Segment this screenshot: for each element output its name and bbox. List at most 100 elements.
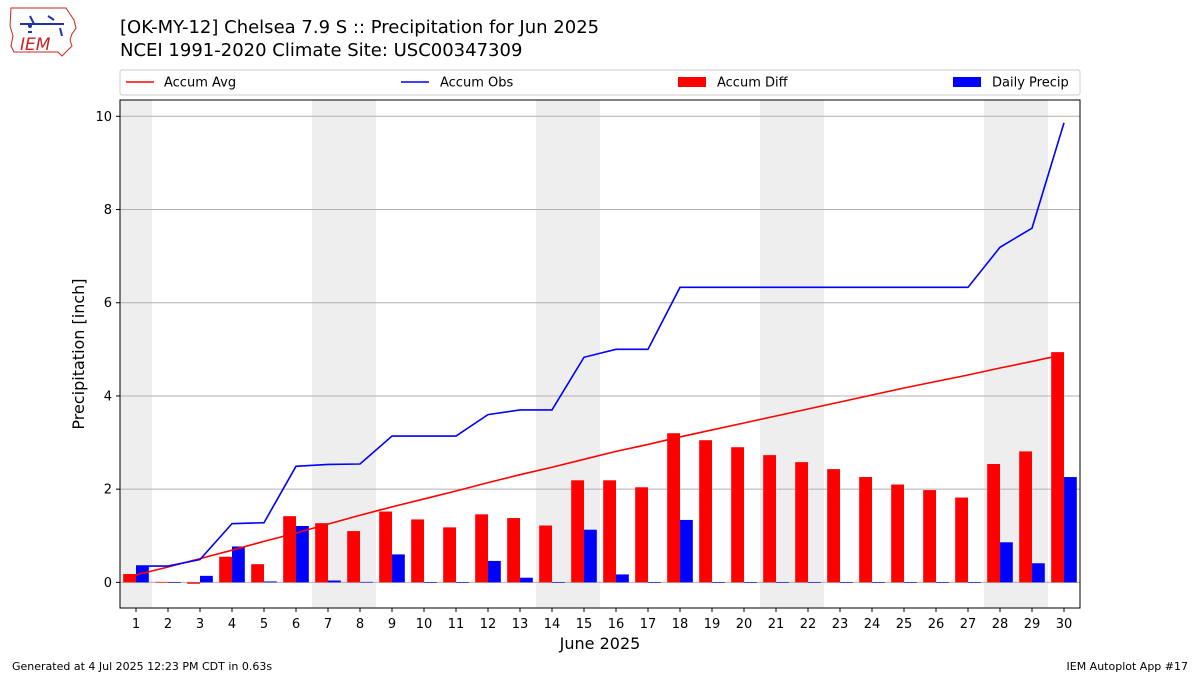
accum-diff-bar (635, 487, 648, 583)
x-tick-label: 1 (132, 617, 140, 632)
daily-precip-bar (712, 582, 725, 583)
plot-frame (119, 99, 1081, 609)
x-tick-label: 18 (672, 617, 689, 632)
daily-precip-bar (936, 582, 949, 583)
accum-diff-bar (859, 477, 872, 583)
accum-diff-bar (187, 582, 200, 584)
bar-series (123, 352, 1077, 584)
x-tick-label: 3 (196, 617, 204, 632)
x-tick-label: 17 (640, 617, 657, 632)
x-tick-label: 14 (544, 617, 561, 632)
daily-precip-bar (424, 582, 437, 583)
daily-precip-bar (776, 582, 789, 583)
accum-diff-bar (699, 440, 712, 583)
y-tick-label: 0 (104, 576, 112, 591)
daily-precip-bar (360, 581, 373, 583)
x-tick-label: 20 (736, 617, 753, 632)
x-tick-label: 19 (704, 617, 721, 632)
accum-diff-bar (731, 447, 744, 583)
x-tick-label: 4 (228, 617, 236, 632)
accum-diff-bar (411, 519, 424, 583)
daily-precip-bar (840, 582, 853, 583)
y-tick-label: 4 (104, 389, 112, 404)
daily-precip-bar (520, 577, 533, 583)
daily-precip-bar (168, 582, 181, 583)
accum-diff-bar (443, 527, 456, 583)
x-tick-label: 26 (928, 617, 945, 632)
daily-precip-bar (616, 574, 629, 583)
x-tick-label: 5 (260, 617, 268, 632)
daily-precip-bar (136, 566, 149, 583)
daily-precip-bar (296, 525, 309, 583)
accum-diff-legend-swatch (678, 77, 706, 87)
x-tick-label: 8 (356, 617, 364, 632)
generated-note: Generated at 4 Jul 2025 12:23 PM CDT in … (12, 660, 273, 673)
accum-diff-legend-label: Accum Diff (717, 76, 789, 91)
accum-obs-legend-label: Accum Obs (440, 76, 513, 91)
y-axis-ticks: 0 2 4 6 8 10 (95, 110, 120, 591)
x-tick-label: 6 (292, 617, 300, 632)
x-tick-label: 24 (864, 617, 881, 632)
accum-diff-bar (891, 484, 904, 583)
x-axis-ticks: 1 2 3 4 5 6 7 8 9 10 11 12 13 14 15 16 17 18 19 20 21 22 23 24 2… (132, 608, 1072, 632)
x-tick-label: 16 (608, 617, 625, 632)
iem-logo: IEM (8, 6, 80, 62)
x-tick-label: 28 (992, 617, 1009, 632)
x-tick-label: 2 (164, 617, 172, 632)
daily-precip-bar (744, 582, 757, 583)
x-tick-label: 7 (324, 617, 332, 632)
accum-diff-bar (155, 581, 168, 583)
accum-diff-bar (1019, 451, 1032, 583)
x-axis-label: June 2025 (559, 634, 641, 653)
daily-precip-bar (1000, 542, 1013, 583)
accum-diff-bar (539, 525, 552, 583)
accum-diff-bar (475, 514, 488, 583)
daily-precip-legend-swatch (953, 77, 981, 87)
weekend-band (536, 100, 568, 608)
logo-text: IEM (20, 35, 51, 55)
x-tick-label: 29 (1024, 617, 1041, 632)
accum-diff-bar (763, 455, 776, 583)
accum-diff-bar (923, 490, 936, 583)
daily-precip-legend-label: Daily Precip (992, 76, 1069, 91)
weekend-band (120, 100, 152, 608)
app-id-note: IEM Autoplot App #17 (1066, 660, 1189, 673)
legend-box (119, 69, 1081, 96)
daily-precip-bar (200, 575, 213, 583)
accum-diff-bar (955, 497, 968, 583)
x-tick-label: 15 (576, 617, 593, 632)
y-tick-label: 8 (104, 203, 112, 218)
daily-precip-bar (904, 582, 917, 583)
accum-diff-bar (251, 564, 264, 583)
gridlines (120, 115, 1080, 583)
accum-diff-bar (667, 433, 680, 583)
accum-diff-bar (283, 516, 296, 583)
accum-diff-bar (315, 523, 328, 583)
accum-diff-bar (379, 511, 392, 583)
y-tick-label: 2 (104, 483, 112, 498)
daily-precip-bar (808, 582, 821, 583)
accum-diff-bar (571, 480, 584, 583)
accum-obs-line (136, 122, 1065, 567)
daily-precip-bar (680, 519, 693, 583)
accum-diff-bar (219, 556, 232, 583)
x-tick-label: 13 (512, 617, 529, 632)
accum-diff-bar (1051, 352, 1064, 583)
daily-precip-bar (488, 560, 501, 583)
x-tick-label: 25 (896, 617, 913, 632)
daily-precip-bar (648, 582, 661, 583)
daily-precip-bar (968, 582, 981, 583)
x-tick-label: 30 (1056, 617, 1073, 632)
x-tick-label: 27 (960, 617, 977, 632)
x-tick-label: 11 (448, 617, 465, 632)
daily-precip-bar (328, 580, 341, 583)
daily-precip-bar (392, 554, 405, 583)
weekend-band (344, 100, 376, 608)
accum-avg-line (135, 353, 1065, 576)
y-tick-label: 10 (95, 110, 112, 125)
accum-diff-bar (603, 480, 616, 583)
daily-precip-bar (552, 582, 565, 583)
y-tick-label: 6 (104, 296, 112, 311)
accum-diff-bar (347, 531, 360, 583)
daily-precip-bar (232, 546, 245, 583)
